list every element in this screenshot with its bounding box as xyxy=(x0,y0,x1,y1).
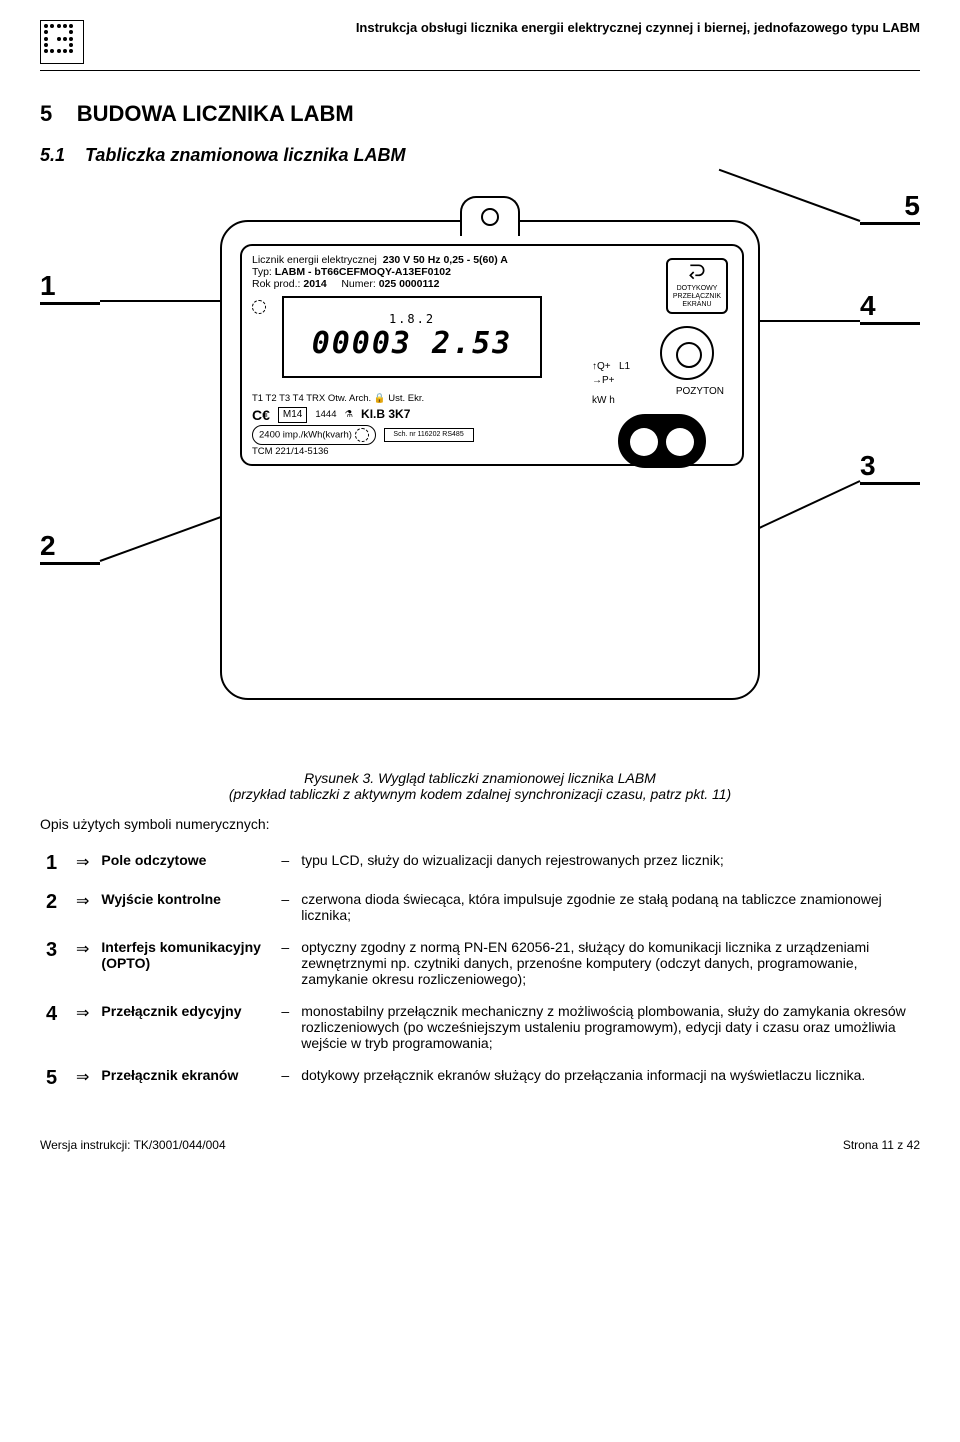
legend-desc: monostabilny przełącznik mechaniczny z m… xyxy=(295,995,920,1059)
callout-4: 4 xyxy=(860,290,920,325)
arrow-icon: ⇒ xyxy=(70,844,95,883)
legend-term: Przełącznik ekranów xyxy=(95,1059,275,1098)
legend-row: 2⇒Wyjście kontrolne–czerwona dioda świec… xyxy=(40,883,920,931)
callout-5-line xyxy=(719,169,861,222)
legend-term: Wyjście kontrolne xyxy=(95,883,275,931)
legend-num: 1 xyxy=(40,844,70,883)
seal-left-icon xyxy=(252,300,266,314)
subsection-number: 5.1 xyxy=(40,145,65,165)
fp-tcm: TCM 221/14-5136 xyxy=(252,447,732,458)
fp-serial-label: Numer: xyxy=(341,278,375,290)
fp-imp: 2400 imp./kWh(kvarh) xyxy=(259,430,352,441)
lcd-display: 1.8.2 00003 2.53 xyxy=(282,296,542,378)
meter-hanger xyxy=(460,196,520,236)
legend-row: 3⇒Interfejs komunikacyjny (OPTO)–optyczn… xyxy=(40,931,920,995)
legend-num: 4 xyxy=(40,995,70,1059)
legend-dash: – xyxy=(275,931,295,995)
footer-left: Wersja instrukcji: TK/3001/044/004 xyxy=(40,1138,226,1152)
callout-1: 1 xyxy=(40,270,100,305)
document-footer: Wersja instrukcji: TK/3001/044/004 Stron… xyxy=(40,1138,920,1152)
legend-row: 4⇒Przełącznik edycyjny–monostabilny prze… xyxy=(40,995,920,1059)
legend-row: 5⇒Przełącznik ekranów–dotykowy przełączn… xyxy=(40,1059,920,1098)
legend-dash: – xyxy=(275,883,295,931)
fp-sch: Sch. nr 116202 RS485 xyxy=(384,428,474,442)
fp-t-row: T1 T2 T3 T4 TRX Otw. Arch. 🔒 Ust. Ekr. xyxy=(252,394,732,405)
legend-num: 3 xyxy=(40,931,70,995)
fp-year-value: 2014 xyxy=(303,278,326,290)
fp-line1-spec: 230 V 50 Hz 0,25 - 5(60) A xyxy=(383,254,508,266)
legend-row: 1⇒Pole odczytowe–typu LCD, służy do wizu… xyxy=(40,844,920,883)
legend-num: 5 xyxy=(40,1059,70,1098)
fp-mbox: M14 xyxy=(278,407,307,423)
fp-klb: KI.B 3K7 xyxy=(361,408,410,422)
edit-knob xyxy=(660,326,714,380)
figure-caption: Rysunek 3. Wygląd tabliczki znamionowej … xyxy=(40,770,920,802)
legend-desc: czerwona dioda świecąca, która impulsuje… xyxy=(295,883,920,931)
legend-num: 2 xyxy=(40,883,70,931)
document-header-title: Instrukcja obsługi licznika energii elek… xyxy=(104,20,920,35)
legend-dash: – xyxy=(275,995,295,1059)
fp-year-label: Rok prod.: xyxy=(252,278,300,290)
arrow-icon: ⇒ xyxy=(70,995,95,1059)
fp-type-label: Typ: xyxy=(252,266,272,278)
figure-meter: 1 2 5 4 3 Licznik energii elektrycznej 2… xyxy=(40,190,920,730)
meter-faceplate: Licznik energii elektrycznej 230 V 50 Hz… xyxy=(240,244,744,466)
fp-serial-value: 025 0000112 xyxy=(379,278,440,290)
fp-line1-label: Licznik energii elektrycznej xyxy=(252,254,377,266)
footer-right: Strona 11 z 42 xyxy=(843,1138,920,1152)
legend-term: Pole odczytowe xyxy=(95,844,275,883)
lcd-top-code: 1.8.2 xyxy=(389,313,435,327)
brand-logo xyxy=(40,20,84,64)
subsection-title: Tabliczka znamionowa licznika LABM xyxy=(85,145,405,165)
lcd-main-value: 00003 2.53 xyxy=(312,327,513,362)
legend-term: Przełącznik edycyjny xyxy=(95,995,275,1059)
arrow-icon: ⇒ xyxy=(70,883,95,931)
faceplate-bottom: T1 T2 T3 T4 TRX Otw. Arch. 🔒 Ust. Ekr. C… xyxy=(252,392,732,458)
callout-2: 2 xyxy=(40,530,100,565)
meter-body: Licznik energii elektrycznej 230 V 50 Hz… xyxy=(220,220,760,700)
legend-desc: dotykowy przełącznik ekranów służący do … xyxy=(295,1059,920,1098)
callout-3: 3 xyxy=(860,450,920,485)
legend-desc: typu LCD, służy do wizualizacji danych r… xyxy=(295,844,920,883)
section-heading: 5 BUDOWA LICZNIKA LABM xyxy=(40,101,920,127)
fp-ce-num: 1444 xyxy=(315,410,336,421)
legend-table: 1⇒Pole odczytowe–typu LCD, służy do wizu… xyxy=(40,844,920,1098)
arrow-icon: ⇒ xyxy=(70,1059,95,1098)
legend-dash: – xyxy=(275,1059,295,1098)
legend-desc: optyczny zgodny z normą PN-EN 62056-21, … xyxy=(295,931,920,995)
caption-line2: (przykład tabliczki z aktywnym kodem zda… xyxy=(40,786,920,802)
legend-dash: – xyxy=(275,844,295,883)
legend-term: Interfejs komunikacyjny (OPTO) xyxy=(95,931,275,995)
pulse-led-icon xyxy=(355,428,369,442)
fp-type-value: LABM - bT66CEFMOQY-A13EF0102 xyxy=(275,266,451,278)
callout-5: 5 xyxy=(860,190,920,225)
legend-intro: Opis użytych symboli numerycznych: xyxy=(40,816,920,832)
document-header: Instrukcja obsługi licznika energii elek… xyxy=(40,20,920,71)
section-number: 5 xyxy=(40,101,52,126)
arrow-icon: ⇒ xyxy=(70,931,95,995)
caption-line1: Rysunek 3. Wygląd tabliczki znamionowej … xyxy=(40,770,920,786)
section-title: BUDOWA LICZNIKA LABM xyxy=(77,101,354,126)
subsection-heading: 5.1 Tabliczka znamionowa licznika LABM xyxy=(40,145,920,166)
